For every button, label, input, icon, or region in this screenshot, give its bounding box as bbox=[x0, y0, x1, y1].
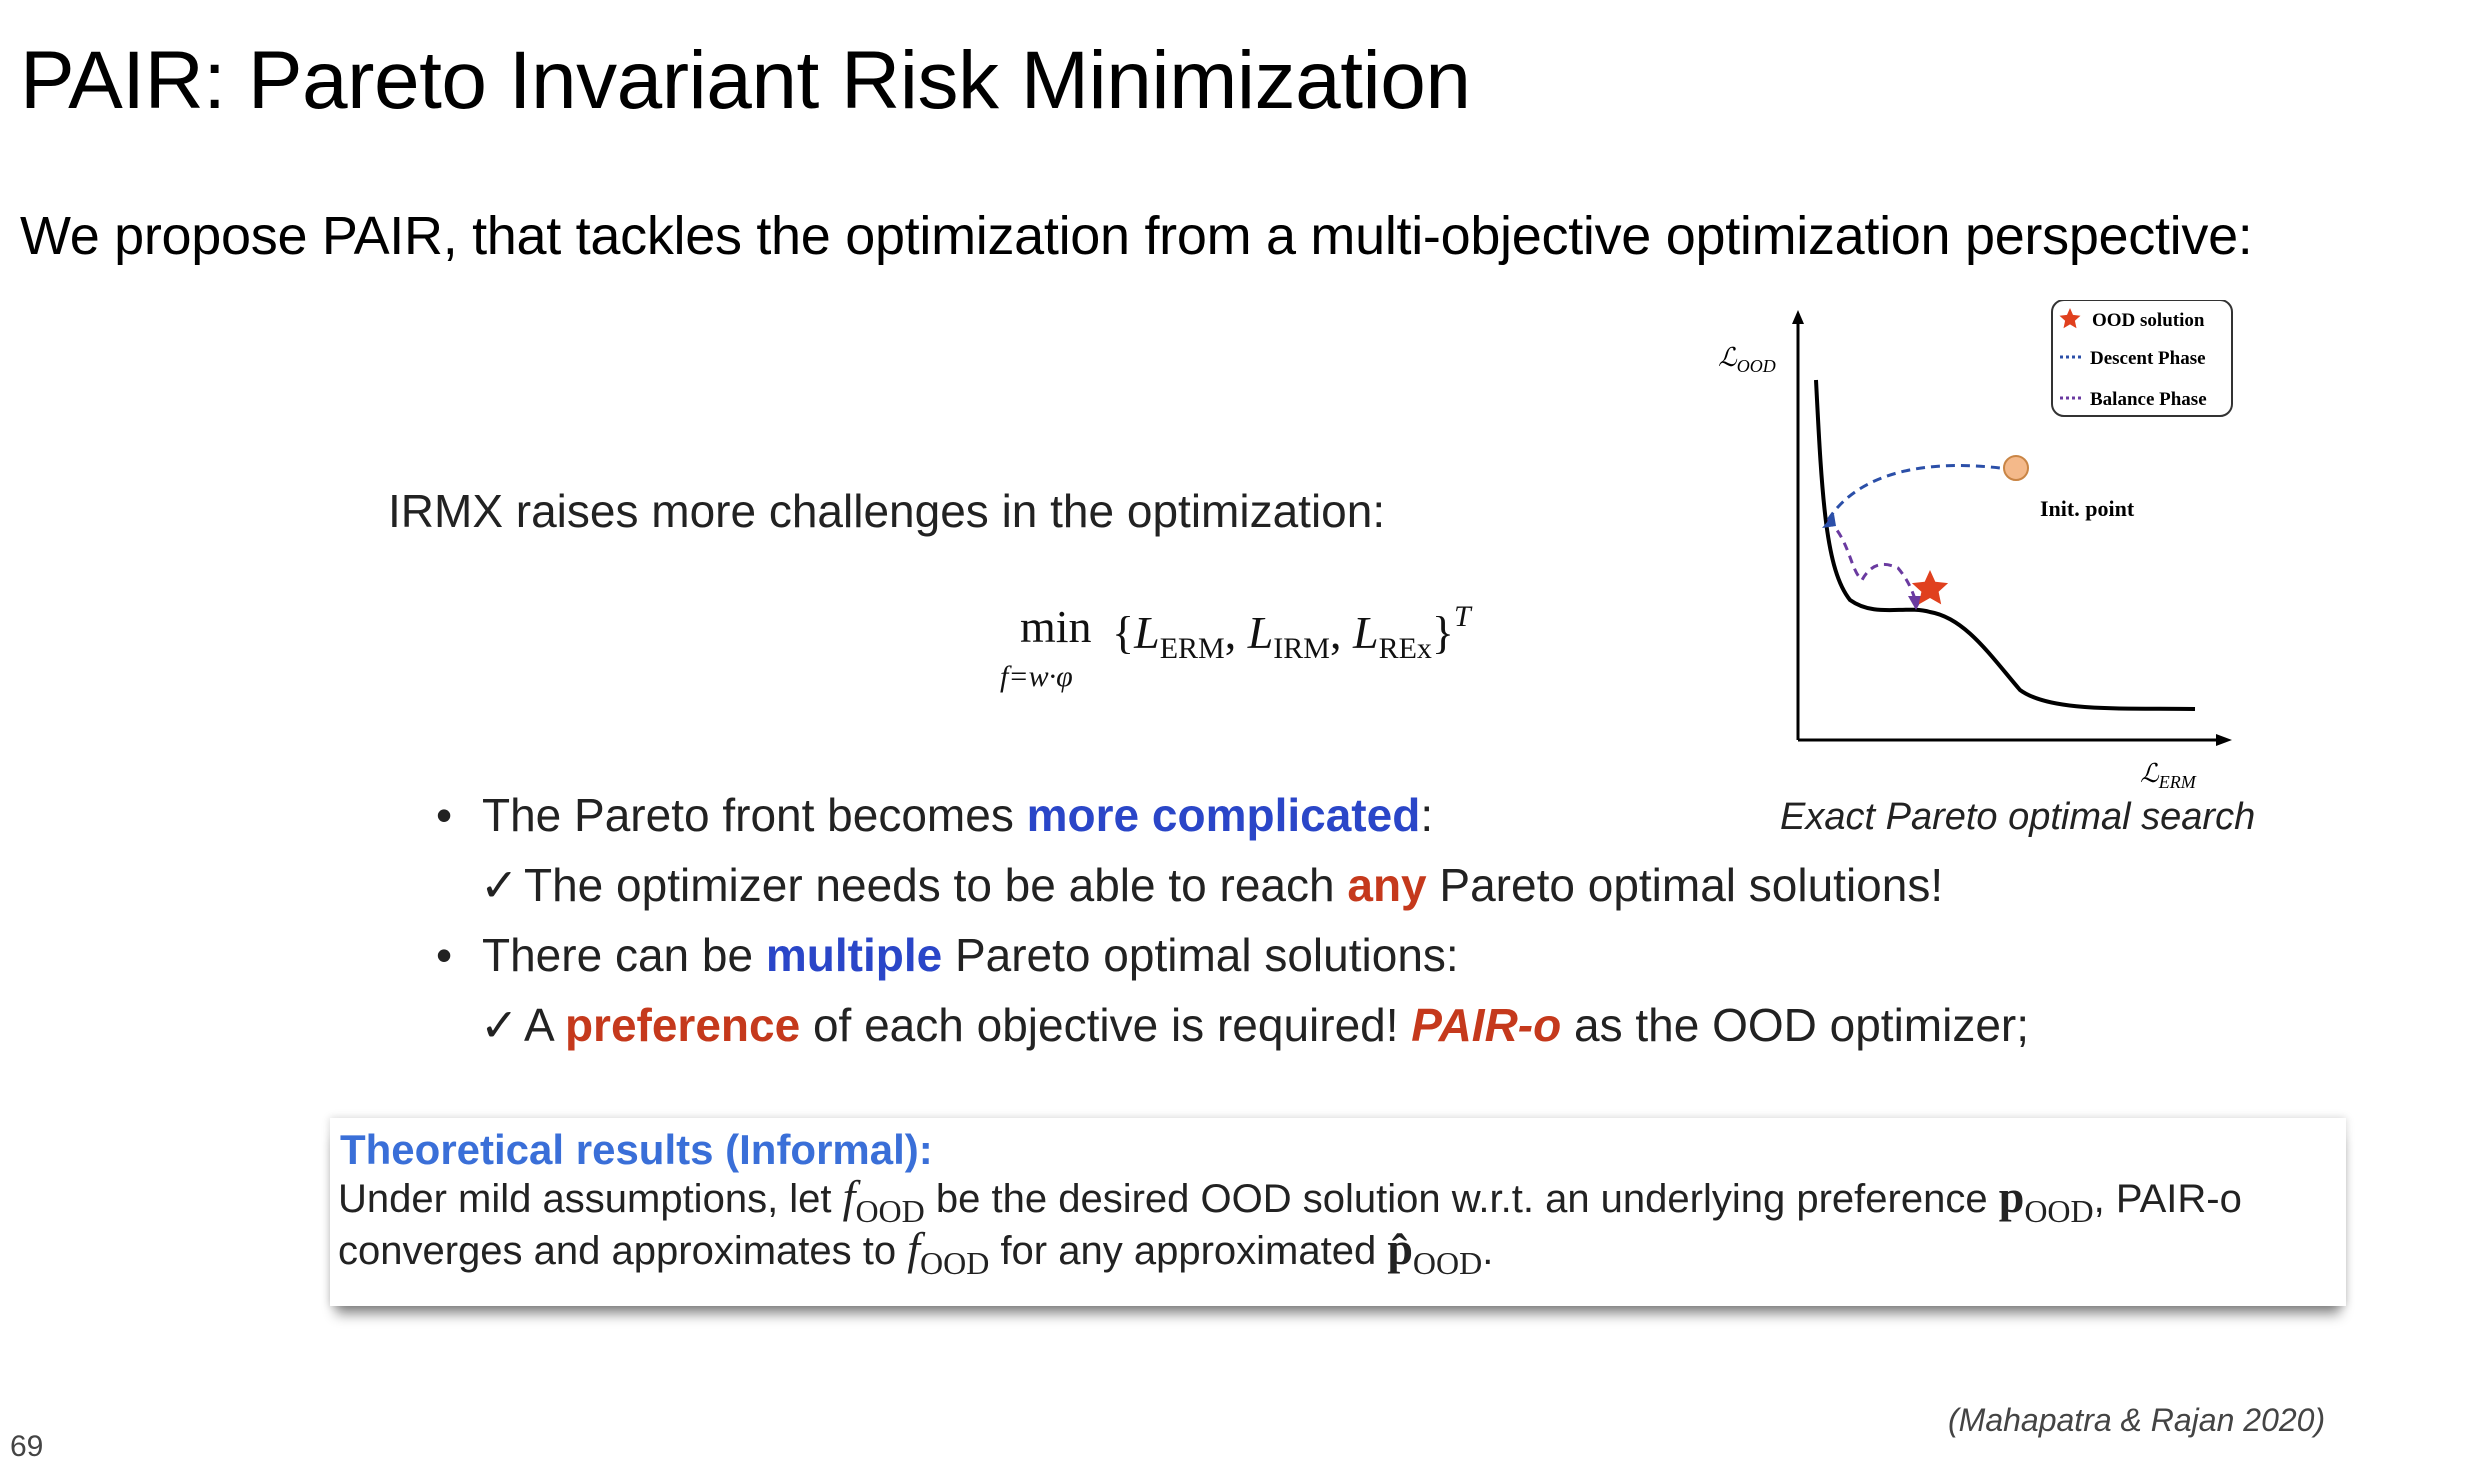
bullet-item: • There can be multiple Pareto optimal so… bbox=[436, 929, 1459, 981]
y-axis-arrow bbox=[1792, 310, 1804, 324]
bullet-symbol: • bbox=[436, 789, 453, 841]
pareto-front-curve bbox=[1814, 379, 2196, 711]
slide-title: PAIR: Pareto Invariant Risk Minimization bbox=[20, 35, 1471, 126]
check-icon: ✓ bbox=[480, 859, 519, 911]
theory-line-1: Under mild assumptions, let fOOD be the … bbox=[338, 1171, 2242, 1229]
formula-objectives: {LERM, LIRM, LREx}T bbox=[1112, 600, 1471, 665]
diagram-caption: Exact Pareto optimal search bbox=[1780, 796, 2256, 838]
balance-path bbox=[1826, 518, 1918, 603]
theory-heading: Theoretical results (Informal): bbox=[340, 1126, 933, 1173]
pareto-front-diagram: ℒOOD ℒERM Init. point OOD solution Desce… bbox=[1718, 300, 2233, 792]
ood-solution-star bbox=[1911, 570, 1949, 605]
check-item: ✓ The optimizer needs to be able to reach… bbox=[480, 859, 1944, 911]
legend-descent-phase: Descent Phase bbox=[2090, 348, 2206, 369]
legend-star-icon bbox=[2059, 308, 2081, 329]
init-point-marker bbox=[2003, 455, 2029, 481]
check-item: ✓ A preference of each objective is requi… bbox=[480, 999, 2030, 1051]
x-axis-label: ℒERM bbox=[2140, 759, 2197, 792]
descent-arrow bbox=[1822, 514, 1836, 528]
formula-min: min bbox=[1020, 601, 1092, 652]
formula-constraint: f=w·φ bbox=[1000, 660, 1073, 693]
citation: (Mahapatra & Rajan 2020) bbox=[1948, 1402, 2326, 1438]
intro-text: IRMX raises more challenges in the optim… bbox=[388, 485, 1386, 537]
theory-box bbox=[330, 1118, 2346, 1306]
page-number: 69 bbox=[10, 1430, 44, 1463]
chart-legend bbox=[2051, 300, 2233, 417]
legend-balance-phase: Balance Phase bbox=[2090, 389, 2207, 410]
bullet-item: • The Pareto front becomes more complicat… bbox=[436, 789, 1434, 841]
check-icon: ✓ bbox=[480, 999, 519, 1051]
slide-subtitle: We propose PAIR, that tackles the optimi… bbox=[20, 206, 2253, 266]
x-axis-arrow bbox=[2216, 734, 2232, 746]
init-point-label: Init. point bbox=[2040, 496, 2135, 521]
y-axis-label: ℒOOD bbox=[1718, 343, 1776, 376]
legend-ood-solution: OOD solution bbox=[2092, 310, 2205, 331]
bullet-symbol: • bbox=[436, 929, 453, 981]
descent-path bbox=[1826, 464, 2001, 521]
theory-line-2: converges and approximates to fOOD for a… bbox=[338, 1223, 1494, 1281]
